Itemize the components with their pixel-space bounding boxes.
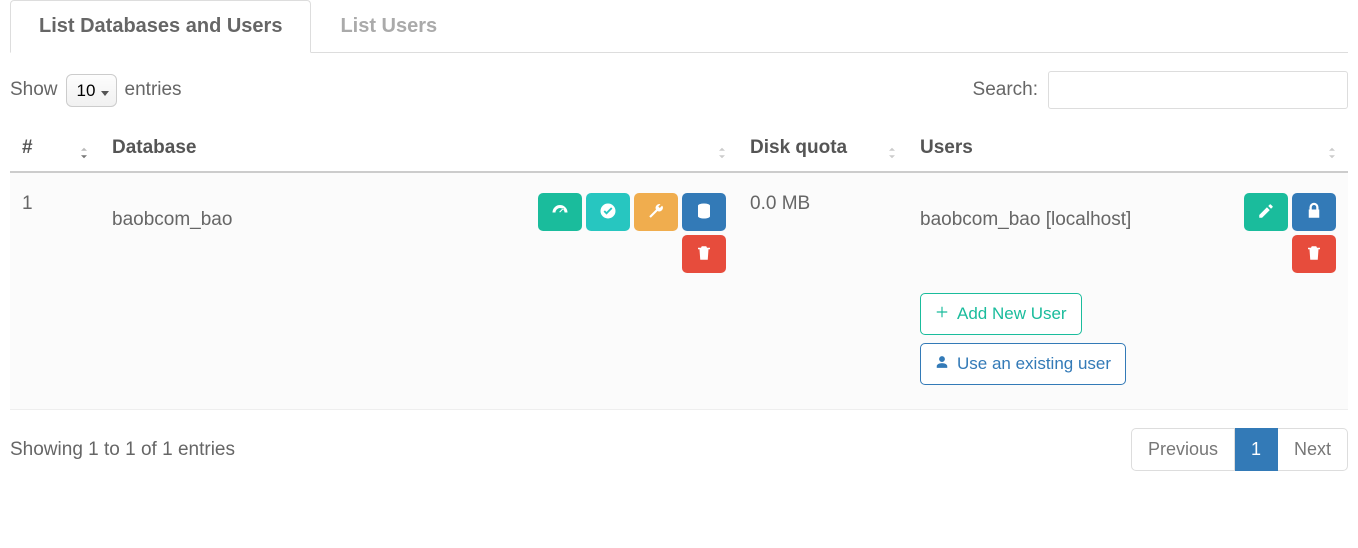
check-button[interactable]	[586, 193, 630, 231]
database-icon	[695, 202, 713, 223]
use-existing-user-button[interactable]: Use an existing user	[920, 343, 1126, 385]
repair-button[interactable]	[634, 193, 678, 231]
delete-user-button[interactable]	[1292, 235, 1336, 273]
dashboard-button[interactable]	[538, 193, 582, 231]
check-circle-icon	[599, 202, 617, 223]
search-input[interactable]	[1048, 71, 1348, 109]
column-header-disk-quota[interactable]: Disk quota	[738, 127, 908, 172]
delete-database-button[interactable]	[682, 235, 726, 273]
sort-icon	[716, 145, 728, 161]
lock-icon	[1305, 202, 1323, 223]
sort-icon	[886, 145, 898, 161]
search-label: Search:	[973, 79, 1038, 101]
cell-user-label: baobcom_bao [localhost]	[920, 193, 1131, 231]
trash-icon	[1305, 244, 1323, 265]
databases-table: # Database Disk quota	[10, 127, 1348, 410]
trash-icon	[695, 244, 713, 265]
user-icon	[935, 354, 949, 374]
plus-icon	[935, 304, 949, 324]
lock-user-button[interactable]	[1292, 193, 1336, 231]
column-header-users[interactable]: Users	[908, 127, 1348, 172]
cell-database-name: baobcom_bao	[112, 193, 232, 231]
column-header-database[interactable]: Database	[100, 127, 738, 172]
sort-icon	[1326, 145, 1338, 161]
entries-label: entries	[125, 79, 182, 101]
page-size-select[interactable]: 10	[66, 74, 117, 107]
sort-icon	[78, 145, 90, 161]
cell-disk-quota: 0.0 MB	[738, 172, 908, 410]
cell-index: 1	[10, 172, 100, 410]
show-label: Show	[10, 79, 58, 101]
wrench-icon	[647, 202, 665, 223]
column-header-index[interactable]: #	[10, 127, 100, 172]
edit-icon	[1257, 202, 1275, 223]
add-new-user-button[interactable]: Add New User	[920, 293, 1082, 335]
tabs: List Databases and Users List Users	[10, 0, 1348, 53]
gauge-icon	[551, 202, 569, 223]
table-info: Showing 1 to 1 of 1 entries	[10, 439, 235, 461]
database-button[interactable]	[682, 193, 726, 231]
tab-list-databases-and-users[interactable]: List Databases and Users	[10, 0, 311, 53]
previous-button[interactable]: Previous	[1131, 428, 1235, 471]
table-row: 1 baobcom_bao	[10, 172, 1348, 410]
pagination: Previous 1 Next	[1131, 428, 1348, 471]
next-button[interactable]: Next	[1278, 428, 1348, 471]
tab-list-users[interactable]: List Users	[311, 0, 466, 53]
page-1-button[interactable]: 1	[1235, 428, 1278, 471]
edit-user-button[interactable]	[1244, 193, 1288, 231]
